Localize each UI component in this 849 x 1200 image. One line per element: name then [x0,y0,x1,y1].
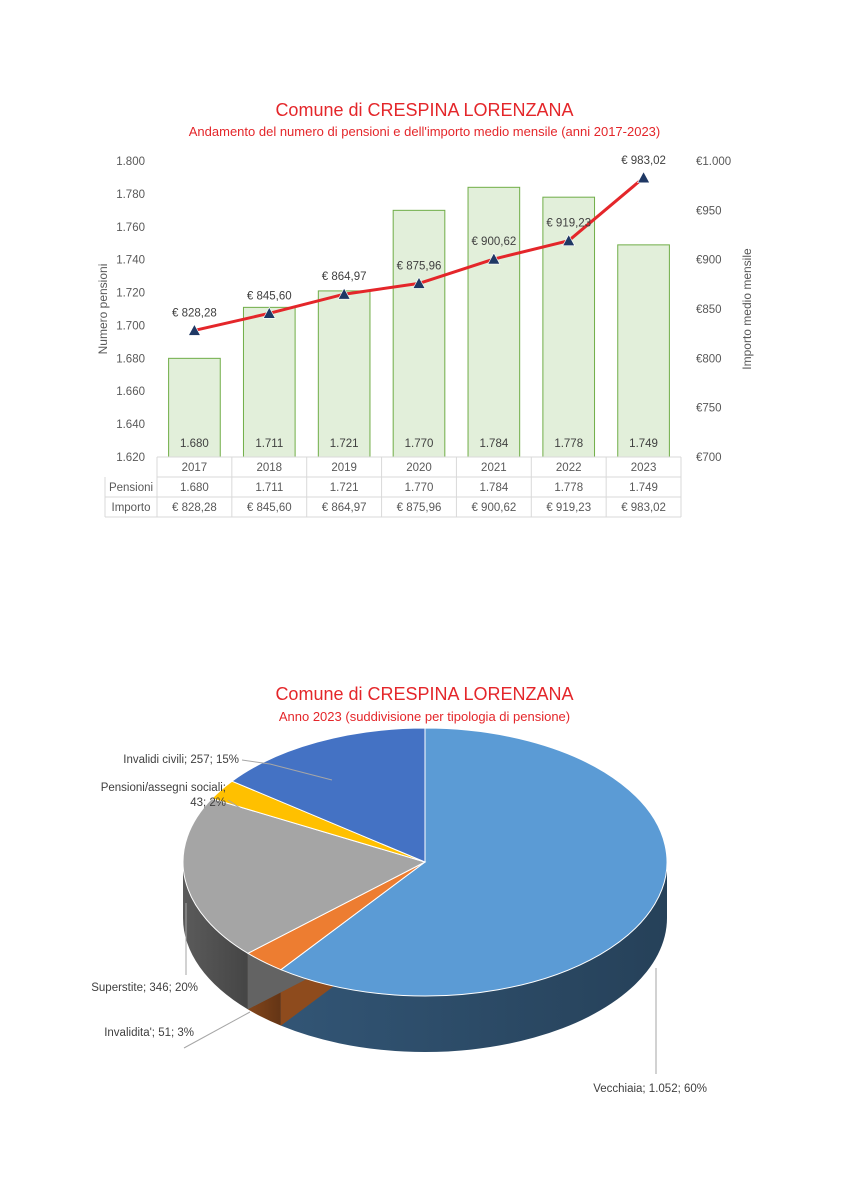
pie-data-label: Invalidi civili; 257; 15% [123,754,239,766]
table-cell: 1.778 [554,482,583,494]
bar-data-label: 1.784 [479,438,508,450]
table-cell: € 828,28 [172,502,217,514]
table-cell: 1.770 [405,482,434,494]
bar-data-label: 1.680 [180,438,209,450]
bar-data-label: 1.721 [330,438,359,450]
combo-bar-line-chart: 1.620 1.640 1.660 1.680 1.700 1.720 1.740 1.760… [96,155,754,518]
x-tick-label: 2020 [406,462,432,474]
x-tick-label: 2023 [631,462,657,474]
y2-tick-label: €1.000 [696,156,731,168]
line-marker [412,276,426,289]
pie-slice [182,798,427,954]
y2-tick-label: €750 [696,403,722,415]
bar-data-label: 1.749 [629,438,658,450]
pie-slice-side [280,862,667,1052]
table-cell: € 919,23 [546,502,591,514]
table-cell: € 864,97 [322,502,367,514]
y2-tick-label: €700 [696,452,722,464]
table-row-label: Importo [112,502,151,514]
table-cell: € 900,62 [471,502,516,514]
bar-data-label: 1.770 [405,438,434,450]
y-tick-label: 1.620 [116,452,145,464]
line-data-label: € 900,62 [471,236,516,248]
y2-tick-label: €800 [696,353,722,365]
line-marker [637,171,651,184]
y2-tick-label: €900 [696,255,722,267]
table-cell: 1.749 [629,482,658,494]
leader-line [227,799,247,813]
y2-tick-label: €850 [696,304,722,316]
y2-axis-title: Importo medio mensile [740,248,754,370]
table-cell: 1.711 [255,482,283,494]
pie-slice-side [183,862,248,1010]
chart2-subtitle: Anno 2023 (suddivisione per tipologia di… [278,709,571,724]
chart1-title: Comune di CRESPINA LORENZANA [275,100,574,120]
pie-data-label: Invalidita'; 51; 3% [104,1027,194,1039]
line-marker [337,287,351,300]
table-row-label: Pensioni [109,482,153,494]
y2-tick-label: €950 [696,205,722,217]
y-tick-label: 1.740 [116,255,145,267]
table-cell: 1.721 [330,482,359,494]
y-tick-label: 1.720 [116,288,145,300]
line-data-label: € 875,96 [397,260,442,272]
x-tick-label: 2018 [256,462,282,474]
table-cell: 1.680 [180,482,209,494]
y-tick-label: 1.680 [116,353,145,365]
bar-data-label: 1.778 [554,438,583,450]
bar [617,244,670,458]
bar [392,209,446,458]
bar [242,306,296,458]
bar-data-label: 1.711 [255,438,283,450]
line-data-label: € 983,02 [621,155,666,167]
x-tick-label: 2017 [182,462,208,474]
line-data-label: € 828,28 [172,307,217,319]
pie-data-label: Superstite; 346; 20% [91,982,198,994]
table-cell: € 875,96 [397,502,442,514]
line-marker [187,323,201,336]
line-marker [262,306,276,319]
chart2-title: Comune di CRESPINA LORENZANA [275,684,574,704]
x-tick-label: 2022 [556,462,582,474]
line-data-label: € 845,60 [247,290,292,302]
y-axis-title: Numero pensioni [96,264,110,355]
pie-slice [230,727,426,863]
pie-data-label: Pensioni/assegni sociali; [101,782,226,794]
table-cell: € 845,60 [247,502,292,514]
chart1-subtitle: Andamento del numero di pensioni e dell'… [188,124,661,139]
line-marker [562,234,576,246]
y-tick-label: 1.640 [116,419,145,431]
y-tick-label: 1.800 [116,156,145,168]
line-data-label: € 864,97 [322,271,367,283]
pie-data-label: Vecchiaia; 1.052; 60% [593,1083,707,1095]
y-tick-label: 1.700 [116,320,145,332]
pie-data-label: 43; 2% [190,797,226,809]
table-cell: € 983,02 [621,502,666,514]
pie-slice [279,727,668,997]
bar [467,186,521,458]
x-tick-label: 2019 [331,462,357,474]
line-data-label: € 919,23 [546,218,591,230]
bar [317,290,371,458]
table-cell: 1.784 [479,482,508,494]
y-tick-label: 1.780 [116,189,145,201]
leader-line [241,759,333,781]
line-marker [487,252,501,265]
y-tick-label: 1.760 [116,222,145,234]
leader-line [183,1011,251,1049]
y-tick-label: 1.660 [116,386,145,398]
bar [168,357,221,458]
x-tick-label: 2021 [481,462,507,474]
